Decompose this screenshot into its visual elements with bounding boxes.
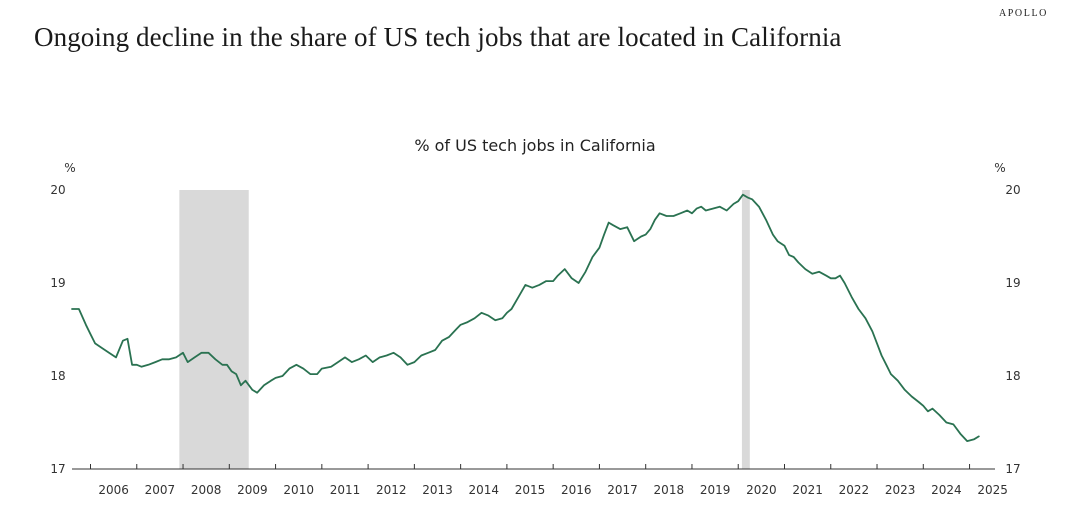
- x-tick-label: 2010: [283, 483, 314, 497]
- x-tick-label: 2020: [746, 483, 777, 497]
- page-title: Ongoing decline in the share of US tech …: [34, 22, 842, 52]
- x-tick-label: 2015: [515, 483, 546, 497]
- y-axis-right: 17 18 19 20: [1005, 183, 1020, 476]
- series-line: [71, 193, 980, 442]
- x-tick-label: 2019: [700, 483, 731, 497]
- brand-logo-text: APOLLO: [998, 8, 1048, 19]
- y-tick-label-left: 20: [50, 183, 65, 197]
- x-tick-label: 2013: [422, 483, 453, 497]
- x-tick-label: 2017: [607, 483, 638, 497]
- y-tick-label-left: 17: [50, 462, 65, 476]
- x-tick-label: 2008: [191, 483, 222, 497]
- x-tick-label: 2011: [330, 483, 361, 497]
- y-axis-unit-left: %: [64, 161, 75, 175]
- y-tick-label-right: 17: [1005, 462, 1020, 476]
- x-tick-label: 2025: [977, 483, 1008, 497]
- x-axis-ticks: [90, 464, 971, 469]
- x-tick-label: 2012: [376, 483, 407, 497]
- y-tick-label-right: 18: [1005, 369, 1020, 383]
- x-tick-label: 2007: [145, 483, 176, 497]
- y-tick-label-right: 19: [1005, 276, 1020, 290]
- x-tick-label: 2014: [468, 483, 499, 497]
- x-tick-label: 2016: [561, 483, 592, 497]
- x-tick-label: 2006: [98, 483, 129, 497]
- y-axis-left: 17 18 19 20: [50, 183, 65, 476]
- y-axis-unit-right: %: [994, 161, 1005, 175]
- y-tick-label-left: 19: [50, 276, 65, 290]
- x-tick-label: 2023: [885, 483, 916, 497]
- y-tick-label-right: 20: [1005, 183, 1020, 197]
- recession-band-2: [741, 190, 750, 469]
- x-tick-label: 2024: [931, 483, 962, 497]
- chart-title: % of US tech jobs in California: [414, 136, 655, 155]
- x-tick-label: 2018: [654, 483, 685, 497]
- recession-band-1: [179, 190, 249, 469]
- recession-bands: [179, 190, 750, 469]
- y-tick-label-left: 18: [50, 369, 65, 383]
- x-axis-labels: 2006 2007 2008 2009 2010 2011 2012 2013 2014 2015…: [98, 483, 1008, 497]
- x-tick-label: 2022: [839, 483, 870, 497]
- x-tick-label: 2021: [792, 483, 823, 497]
- x-tick-label: 2009: [237, 483, 268, 497]
